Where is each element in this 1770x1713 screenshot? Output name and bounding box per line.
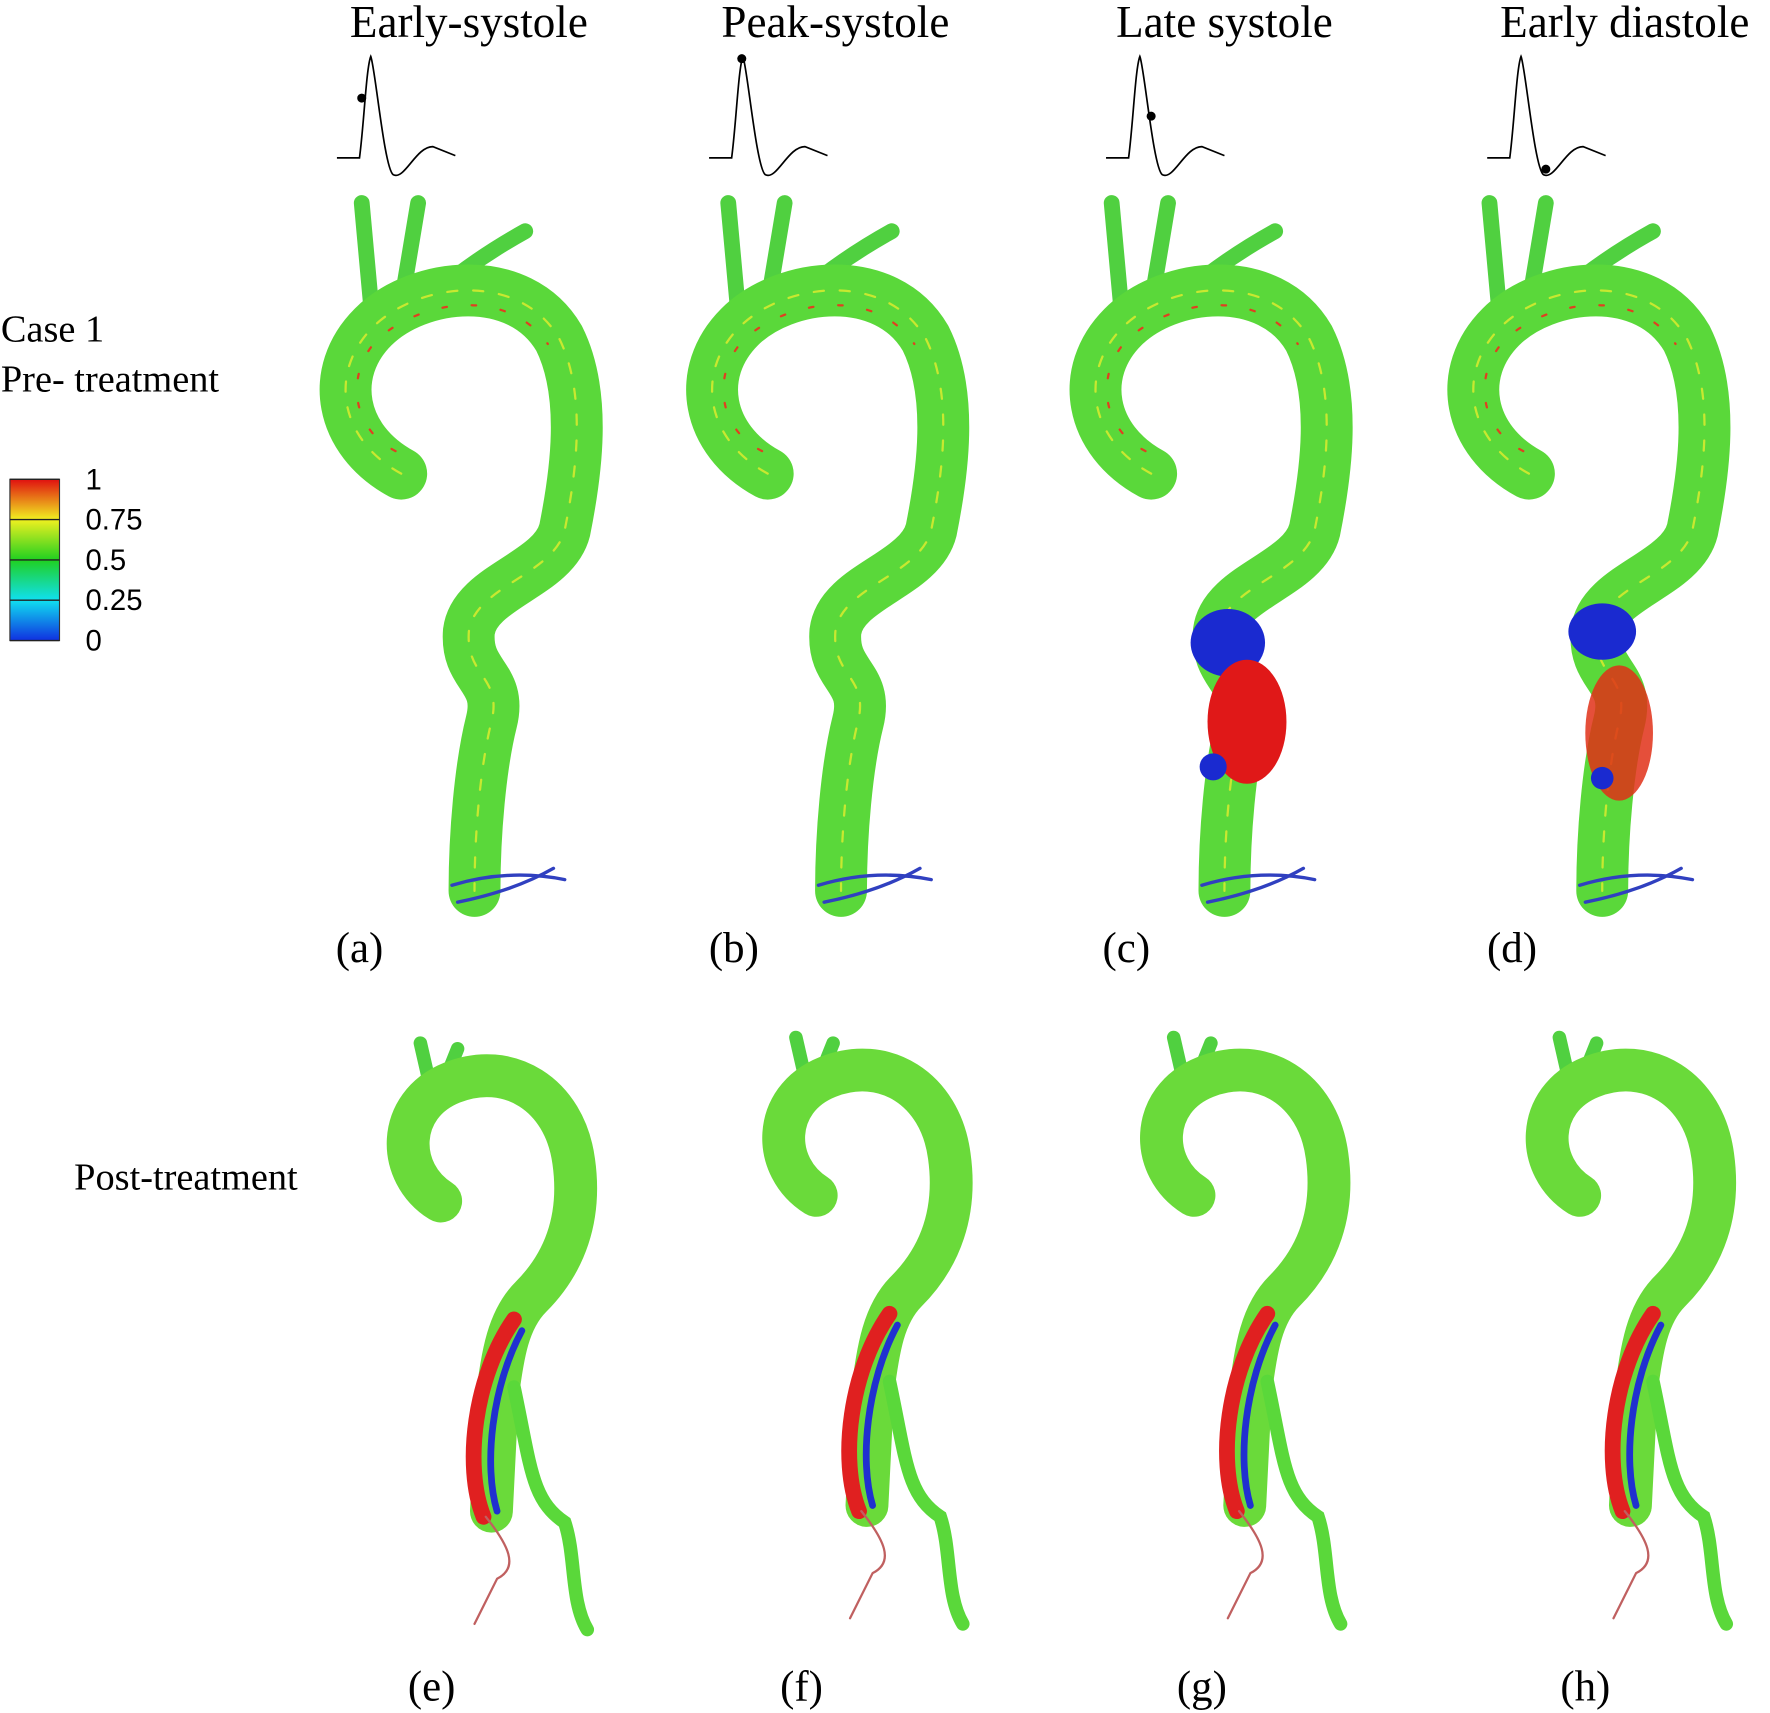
panel-label: (b): [709, 925, 759, 972]
aorta-image: [408, 1043, 587, 1629]
aorta-image: [712, 203, 943, 902]
row-label: Post-treatment: [74, 1157, 298, 1199]
panel-label: (g): [1177, 1664, 1227, 1711]
aorta-image: [1161, 1037, 1340, 1623]
waveform: [1105, 55, 1226, 177]
row-label: Case 1: [1, 309, 104, 351]
panel-label: (f): [780, 1664, 823, 1711]
waveform: [708, 54, 829, 177]
colorbar-tick-label: 1: [85, 463, 101, 496]
colorbar-tick-label: 0: [85, 625, 101, 658]
colorbar-tick-label: 0.75: [85, 504, 142, 537]
aorta-image: [1547, 1037, 1726, 1623]
waveform: [1486, 55, 1607, 177]
colorbar-tick-label: 0.25: [85, 584, 142, 617]
row-label: Pre- treatment: [1, 358, 220, 400]
column-title: Peak-systole: [721, 0, 949, 47]
colorbar: 1 0.75 0.5 0.25 0: [9, 463, 143, 658]
panel-label: (d): [1487, 925, 1537, 972]
panel-label: (c): [1103, 925, 1151, 972]
panel-label: (a): [336, 925, 384, 972]
panel-label: (e): [408, 1664, 456, 1711]
aorta-image: [784, 1037, 963, 1623]
aorta-image: [346, 203, 577, 902]
column-title: Early diastole: [1500, 0, 1749, 47]
colorbar-tick-label: 0.5: [85, 544, 126, 577]
column-title: Late systole: [1116, 0, 1333, 47]
waveform: [336, 55, 457, 177]
panel-label: (h): [1560, 1664, 1610, 1711]
column-title: Early-systole: [350, 0, 588, 47]
aorta-image: [1473, 203, 1704, 902]
aorta-image: [1096, 203, 1327, 902]
